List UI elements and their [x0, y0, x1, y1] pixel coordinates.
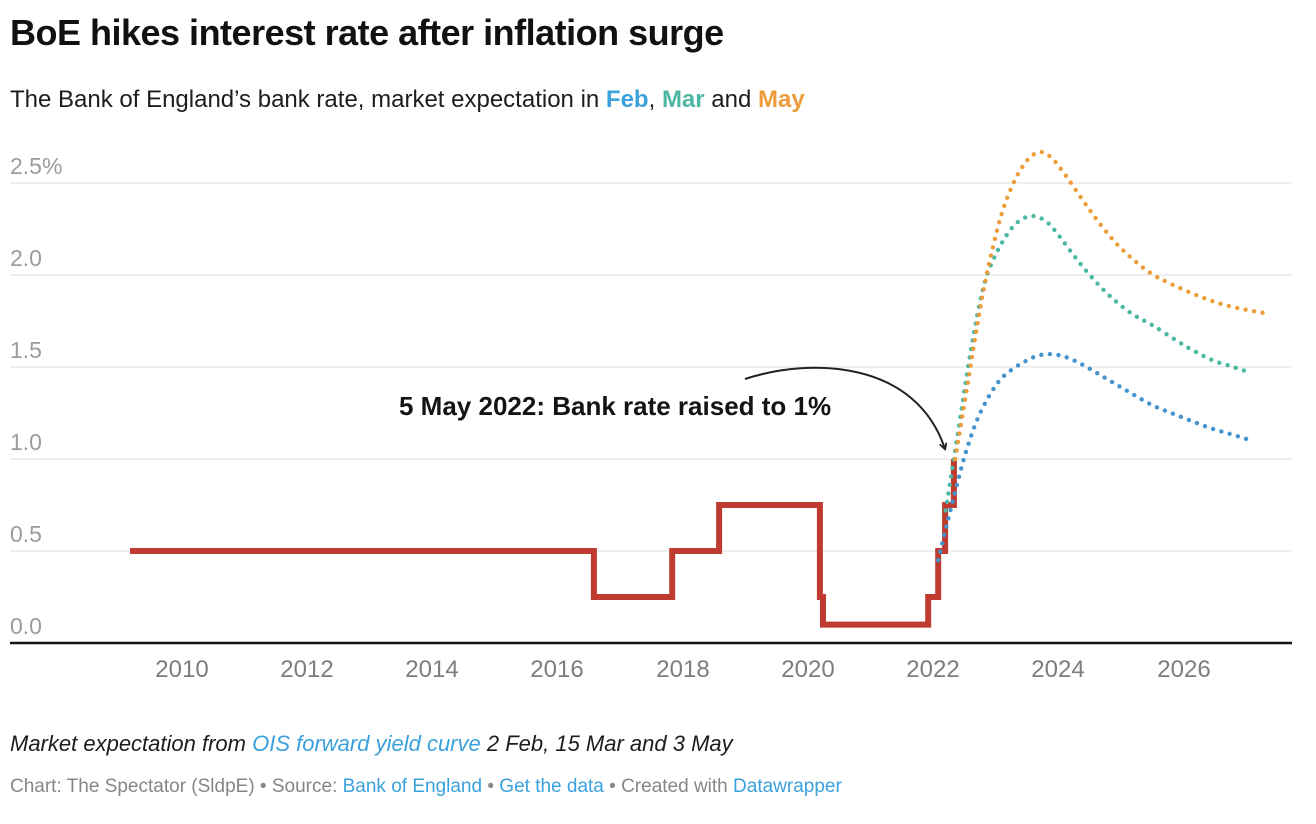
footnote: Market expectation from OIS forward yiel…	[10, 731, 733, 756]
byline: Chart: The Spectator (SldpE) • Source: B…	[10, 776, 842, 797]
x-axis-label: 2012	[280, 656, 334, 683]
y-axis-label: 0.0	[10, 613, 42, 639]
bank-rate-line	[130, 459, 957, 628]
x-axis-label: 2020	[781, 656, 835, 683]
series-layer	[130, 149, 1271, 628]
legend-feb: Feb	[605, 86, 649, 113]
x-axis-label: 2010	[155, 656, 209, 683]
legend-may: May	[758, 86, 805, 113]
x-axis-label: 2026	[1157, 656, 1211, 683]
y-axis-label: 1.0	[10, 429, 42, 455]
chart-title: BoE hikes interest rate after inflation …	[10, 12, 724, 53]
subtitle-text: The Bank of England’s bank rate, market …	[10, 86, 606, 113]
chart-subtitle: The Bank of England’s bank rate, market …	[10, 86, 805, 113]
get-the-data-link[interactable]: Get the data	[499, 776, 604, 797]
source-link[interactable]: Bank of England	[342, 776, 483, 797]
ois-link[interactable]: OIS forward yield curve	[252, 731, 481, 756]
x-axis-label: 2024	[1031, 656, 1085, 683]
annotation-text: 5 May 2022: Bank rate raised to 1%	[399, 391, 832, 421]
feb-expectation-line	[936, 351, 1249, 563]
x-axis-label: 2016	[530, 656, 584, 683]
mar-expectation-line	[943, 213, 1252, 513]
y-axis-label: 2.0	[10, 245, 42, 271]
x-axis-label: 2014	[405, 656, 459, 683]
x-axis-label: 2018	[656, 656, 710, 683]
x-axis-label: 2022	[906, 656, 960, 683]
legend-mar: Mar	[661, 86, 705, 113]
y-axis-label: 2.5%	[10, 153, 63, 179]
may-expectation-line	[952, 149, 1271, 462]
y-axis-label: 1.5	[10, 337, 42, 363]
annotation-arrow	[744, 366, 945, 449]
datawrapper-link[interactable]: Datawrapper	[733, 776, 842, 797]
y-axis-label: 0.5	[10, 521, 42, 547]
